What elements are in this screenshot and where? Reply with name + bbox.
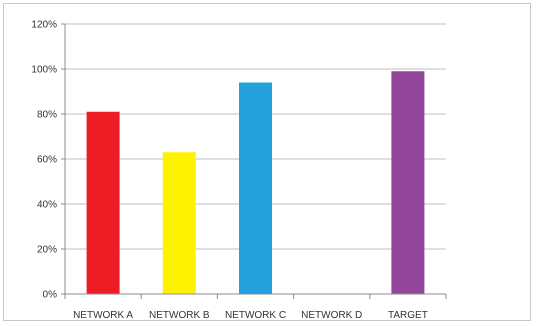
bar-network-c: [239, 82, 272, 294]
axes: [61, 23, 447, 299]
x-category-label: NETWORK A: [73, 310, 133, 321]
y-tick-label: 60%: [37, 155, 57, 166]
y-axis-tick-labels: 0% 20% 40% 60% 80% 100% 120%: [31, 20, 57, 301]
y-tick-label: 120%: [31, 20, 57, 31]
bar-network-b: [162, 152, 196, 294]
x-category-label: NETWORK B: [149, 310, 210, 321]
x-category-label: NETWORK C: [225, 310, 286, 321]
y-tick-label: 0%: [43, 290, 58, 301]
y-tick-label: 100%: [31, 65, 57, 76]
y-tick-label: 80%: [37, 110, 57, 121]
x-axis-category-labels: NETWORK A NETWORK B NETWORK C NETWORK D TARG…: [73, 310, 428, 321]
bar-network-a: [86, 111, 120, 294]
x-category-label: TARGET: [388, 310, 428, 321]
x-category-label: NETWORK D: [301, 310, 362, 321]
y-tick-label: 40%: [37, 200, 57, 211]
gridlines: [65, 23, 446, 250]
bar-target: [391, 71, 425, 294]
bars: [86, 71, 425, 294]
y-tick-label: 20%: [37, 245, 57, 256]
